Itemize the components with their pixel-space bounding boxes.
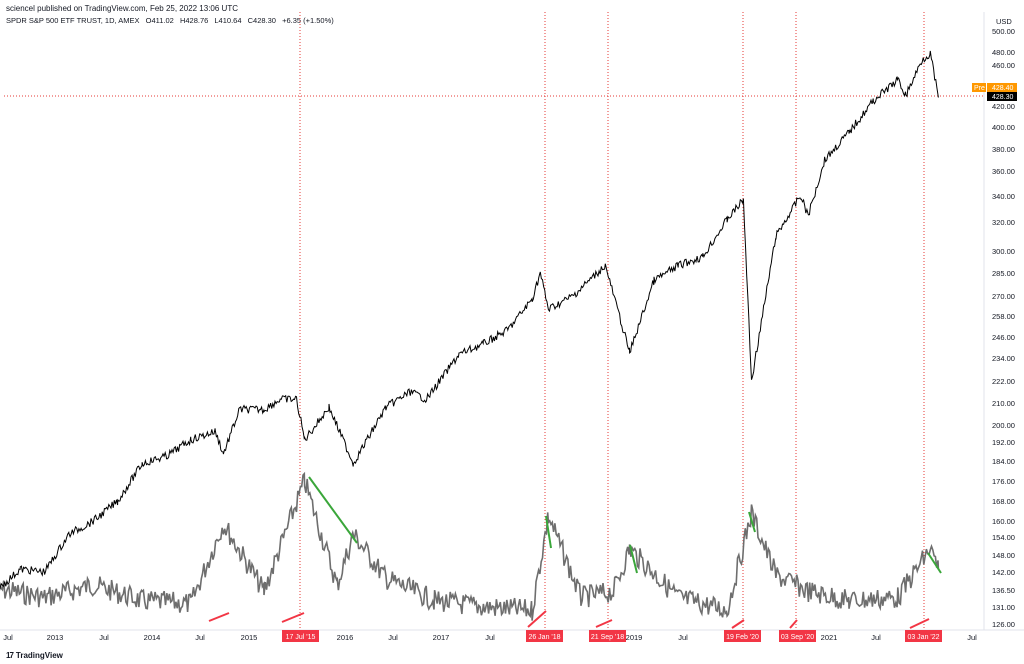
ohlc-change: +6.35 (+1.50%) [282,16,334,25]
event-date-badge-box [724,630,761,642]
pre-price-tag: 428.40 [992,85,1014,92]
price-axis-tick-label: 460.00 [992,61,1015,70]
pre-tag-label: Pre [974,85,985,92]
tradingview-footer: 17 TradingView [6,651,63,660]
trend-drawing-red [595,619,613,628]
pre-tag-label-box [972,83,986,92]
price-axis-tick-label: 160.00 [992,517,1015,526]
time-axis-tick-label: Jul [3,633,13,642]
event-date-badge-box [779,630,816,642]
time-axis-tick-label: Jul [871,633,881,642]
price-axis-tick-label: 131.00 [992,603,1015,612]
time-axis-tick-label: 2021 [821,633,838,642]
price-axis-tick-label: 400.00 [992,123,1015,132]
trend-drawing-green [545,515,552,549]
price-axis-tick-label: 142.00 [992,568,1015,577]
last-price-tag: 428.30 [992,94,1014,101]
symbol-title: SPDR S&P 500 ETF TRUST, 1D, AMEX [6,16,140,25]
ohlc-low: L410.64 [214,16,242,25]
time-axis-tick-label: Jul [967,633,977,642]
price-axis-tick-label: 154.00 [992,533,1015,542]
time-axis-tick-label: 2013 [47,633,64,642]
price-axis-tick-label: 148.00 [992,551,1015,560]
trend-drawing-green [629,544,638,574]
price-axis-tick-label: 246.00 [992,333,1015,342]
price-axis-tick-label: 285.00 [992,269,1015,278]
price-axis-tick-label: 184.00 [992,457,1015,466]
event-date-badge-box [282,630,319,642]
ohlc-high: H428.76 [179,16,209,25]
event-date-badge: 26 Jan '18 [528,634,560,641]
price-axis-tick-label: 136.50 [992,586,1015,595]
symbol-legend: SPDR S&P 500 ETF TRUST, 1D, AMEX O411.02… [6,16,338,25]
trend-drawing-green [927,552,942,574]
trend-drawing-red [208,612,230,622]
price-axis-tick-label: 258.00 [992,312,1015,321]
trend-drawing-red [281,612,305,623]
time-axis-tick-label: Jul [195,633,205,642]
price-axis-tick-label: 222.00 [992,377,1015,386]
last-price-tag-box [987,92,1017,101]
event-date-badge: 17 Jul '15 [286,634,316,641]
price-axis-tick-label: 480.00 [992,48,1015,57]
published-caption: sciencel published on TradingView.com, F… [6,4,238,13]
price-axis-tick-label: 380.00 [992,145,1015,154]
trend-drawing-red [909,618,930,629]
time-axis-tick-label: Jul [99,633,109,642]
ohlc-close: C428.30 [247,16,276,25]
time-axis-tick-label: Jul [485,633,495,642]
event-date-badge-box [589,630,626,642]
time-axis-tick-label: Jul [388,633,398,642]
indicator-series-line [0,471,940,621]
trend-drawing-red [527,610,547,628]
price-axis-tick-label: 192.00 [992,438,1015,447]
tradingview-logo-icon: 17 [6,651,14,660]
event-date-badge-box [526,630,563,642]
tradingview-brand: TradingView [15,651,63,660]
time-axis-tick-label: 2016 [337,633,354,642]
price-series-line [0,50,939,591]
time-axis-tick-label: 2019 [626,633,643,642]
pre-price-tag-box [987,83,1017,92]
price-axis-tick-label: 420.00 [992,102,1015,111]
price-axis-tick-label: 360.00 [992,167,1015,176]
time-axis-tick-label: 2017 [433,633,450,642]
time-axis-tick-label: 2014 [144,633,161,642]
time-axis-tick-label: Jul [678,633,688,642]
trend-drawing-green [308,476,358,544]
price-axis-tick-label: 340.00 [992,192,1015,201]
event-date-badge: 21 Sep '18 [591,634,624,641]
price-axis-tick-label: 168.00 [992,497,1015,506]
price-axis-unit: USD [996,17,1012,26]
time-axis-tick-label: 2015 [241,633,258,642]
price-axis-tick-label: 270.00 [992,292,1015,301]
price-axis-tick-label: 300.00 [992,247,1015,256]
trend-drawing-green [748,511,756,533]
price-axis-tick-label: 210.00 [992,399,1015,408]
price-axis-tick-label: 234.00 [992,354,1015,363]
trend-drawing-red [789,619,798,629]
ohlc-open: O411.02 [145,16,174,25]
price-axis-tick-label: 500.00 [992,27,1015,36]
price-axis-tick-label: 176.00 [992,477,1015,486]
event-date-badge: 19 Feb '20 [726,634,759,641]
event-date-badge: 03 Jan '22 [907,634,939,641]
price-axis-tick-label: 200.00 [992,421,1015,430]
trend-drawing-red [731,619,745,629]
price-axis-tick-label: 320.00 [992,218,1015,227]
price-axis-tick-label: 126.00 [992,620,1015,629]
event-date-badge: 03 Sep '20 [781,634,814,641]
event-date-badge-box [905,630,942,642]
